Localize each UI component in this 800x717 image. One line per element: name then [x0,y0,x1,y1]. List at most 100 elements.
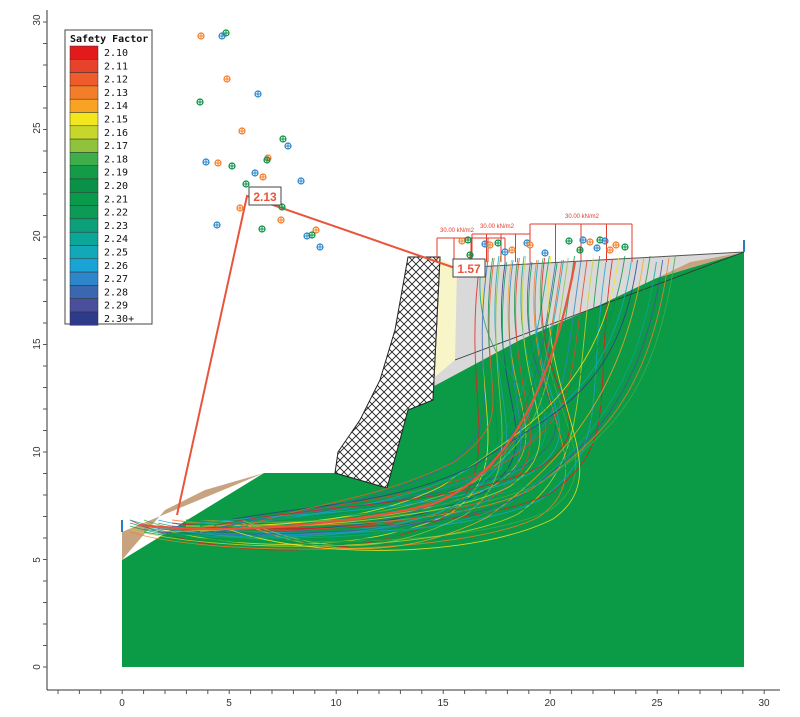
legend-items: 2.10 2.11 2.12 2.13 2.14 2.15 2.16 2.17 2.18 2.19… [69,45,134,326]
legend-item-label: 2.19 [104,168,128,179]
slip-surface [199,259,527,523]
legend-item-label: 2.28 [104,287,128,298]
critical-surface-group [139,194,577,531]
legend-item-label: 2.27 [104,274,128,285]
legend-swatch [69,271,99,286]
y-tick-label: 5 [32,557,43,563]
slip-surface [185,257,620,527]
slip-surface [143,255,601,542]
legend-title: Safety Factor [70,34,148,45]
slip-surface [227,255,581,551]
legend-item-label: 2.12 [104,75,128,86]
slip-surface [241,255,503,547]
legend-item-label: 2.29 [104,301,128,312]
legend-item-label: 2.21 [104,194,128,205]
x-tick-label: 15 [437,698,449,709]
slip-centre-markers [196,29,629,259]
axes: 0 5 10 15 20 25 30 0 5 10 15 20 25 30 [32,10,780,709]
legend-item-label: 2.17 [104,141,128,152]
wall-outline [432,257,441,401]
x-tick-label: 30 [758,698,770,709]
slip-surface [157,261,607,534]
legend-swatch [69,178,99,193]
slip-surface [199,255,626,530]
x-minor-ticks [57,690,765,694]
legend-item-label: 2.25 [104,248,128,259]
legend-item-label: 2.13 [104,88,128,99]
backfill-layer [408,252,744,400]
legend-swatch [69,285,99,299]
legend-item-label: 2.30+ [104,314,134,325]
legend-item-label: 2.24 [104,234,128,245]
legend-swatch [69,165,99,180]
legend-swatch [69,45,99,60]
legend-swatch [69,231,99,246]
y-tick-label: 0 [32,664,43,670]
search-grid-line [176,194,456,516]
x-tick-label: 25 [651,698,663,709]
legend-item-label: 2.26 [104,261,128,272]
drain-layer [408,258,457,400]
fs-label-global-box [248,186,282,206]
distributed-loads [436,223,633,262]
safety-factor-legend: Safety Factor 2.102.112.122.132.142.152.… [64,29,153,326]
slip-surface [185,261,551,521]
slip-surface [129,261,512,541]
y-tick-label: 10 [32,446,43,458]
slope-model [121,240,745,667]
legend-swatch [69,59,99,73]
load-label: 30.00 kN/m2 [440,228,475,234]
load-label: 30.00 kN/m2 [565,214,600,220]
legend-item-label: 2.18 [104,154,128,165]
legend-swatch [69,138,99,153]
slip-surface [171,257,670,526]
legend-item-label: 2.23 [104,221,128,232]
legend-swatch [69,245,99,260]
slip-surface [213,261,632,533]
load-label: 30.00 kN/m2 [480,224,515,230]
legend-item-label: 2.11 [104,61,128,72]
x-tick-label: 5 [226,698,232,709]
slip-surface [157,257,531,532]
fs-label-wall-box [452,258,486,278]
slip-surface [171,259,613,529]
fs-label-global: 2.13 [248,186,282,206]
ground-region [122,252,744,667]
slip-surface [241,257,645,550]
fs-label-global-text: 2.13 [253,190,277,204]
legend-swatch [69,98,99,113]
y-minor-ticks [43,21,47,668]
x-tick-label: 20 [544,698,556,709]
slip-surface [185,255,676,524]
legend-swatch [69,258,99,273]
fs-label-wall-text: 1.57 [457,262,481,276]
y-tick-label: 20 [32,230,43,242]
slip-surface [143,261,657,539]
slip-surface [227,257,495,533]
slip-surface [227,255,546,527]
legend-item-label: 2.15 [104,115,128,126]
legend-swatch [69,72,99,87]
slip-surface [157,259,664,535]
critical-slip-surface [139,261,577,531]
legend-swatch [69,85,99,100]
slip-surface [129,255,651,544]
legend-swatch [69,192,99,206]
legend-swatch [69,218,99,233]
legend-swatch [69,205,99,220]
legend-swatch [69,152,99,166]
y-tick-label: 30 [32,14,43,26]
legend-swatch [69,298,99,313]
y-tick-label: 25 [32,122,43,134]
legend-item-label: 2.10 [104,48,128,59]
legend-item-label: 2.14 [104,101,128,112]
legend-swatch [69,125,99,140]
slip-surface [129,257,594,547]
x-tick-label: 0 [119,698,125,709]
slip-surfaces [129,255,676,551]
legend-item-label: 2.16 [104,128,128,139]
y-tick-label: 15 [32,338,43,350]
slip-surface [199,259,561,524]
legend-item-label: 2.22 [104,208,128,219]
